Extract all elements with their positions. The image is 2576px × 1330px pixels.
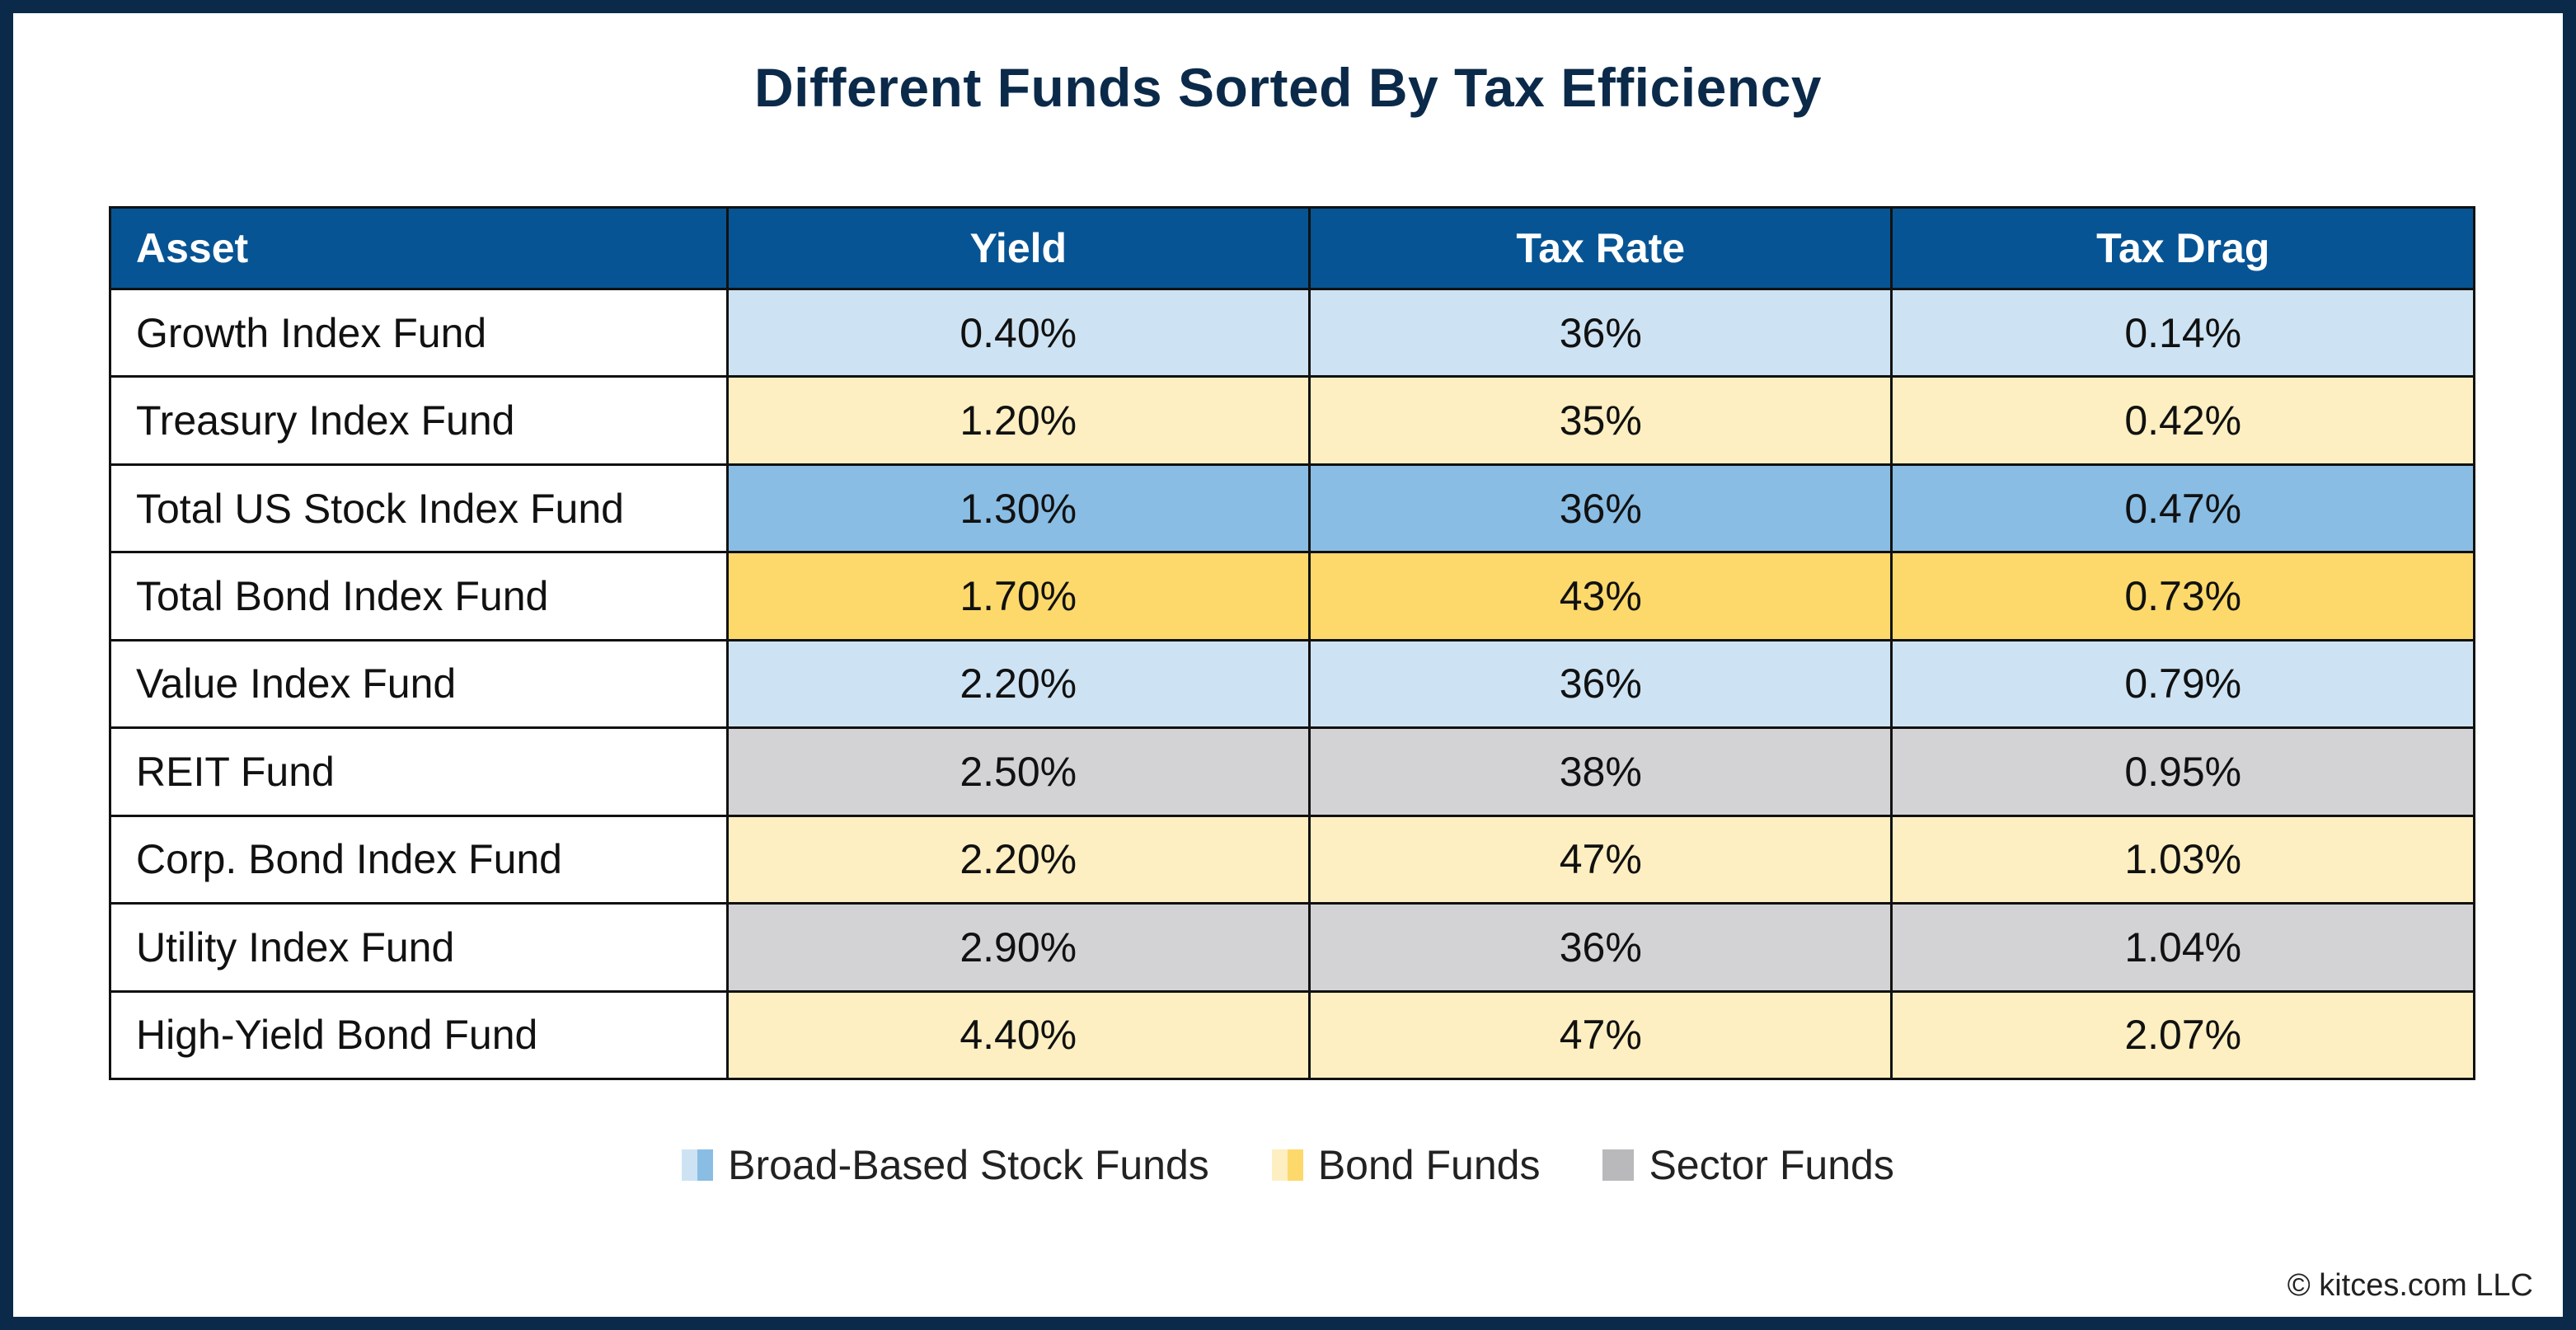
legend-swatch	[682, 1149, 714, 1181]
cell-asset: Corp. Bond Index Fund	[109, 814, 729, 905]
cell-tax-rate: 47%	[1307, 814, 1893, 905]
cell-asset: Total Bond Index Fund	[109, 551, 729, 642]
table-row: Total Bond Index Fund 1.70% 43% 0.73%	[109, 551, 2475, 642]
cell-tax-drag: 0.73%	[1890, 551, 2475, 642]
cell-yield: 1.20%	[725, 375, 1311, 466]
cell-yield: 2.90%	[725, 902, 1311, 993]
chart-frame: Different Funds Sorted By Tax Efficiency…	[13, 13, 2563, 1317]
cell-yield: 1.30%	[725, 463, 1311, 554]
cell-tax-rate: 36%	[1307, 638, 1893, 730]
table-row: REIT Fund 2.50% 38% 0.95%	[109, 726, 2475, 817]
legend-label: Broad-Based Stock Funds	[728, 1142, 1209, 1188]
legend-swatch	[1602, 1149, 1635, 1181]
cell-tax-drag: 0.79%	[1890, 638, 2475, 730]
cell-asset: High-Yield Bond Fund	[109, 989, 729, 1080]
legend-item: Sector Funds	[1602, 1141, 1894, 1189]
table-header-row: Asset Yield Tax Rate Tax Drag	[109, 206, 2475, 290]
legend-label: Sector Funds	[1649, 1142, 1894, 1188]
cell-tax-rate: 43%	[1307, 551, 1893, 642]
cell-yield: 2.50%	[725, 726, 1311, 817]
legend: Broad-Based Stock Funds Bond Funds Sector …	[13, 1141, 2563, 1189]
copyright-notice: © kitces.com LLC	[2287, 1268, 2533, 1303]
table-row: Total US Stock Index Fund 1.30% 36% 0.47%	[109, 463, 2475, 554]
column-header-tax-drag: Tax Drag	[1890, 206, 2475, 290]
table-row: Corp. Bond Index Fund 2.20% 47% 1.03%	[109, 814, 2475, 905]
cell-tax-rate: 38%	[1307, 726, 1893, 817]
cell-yield: 2.20%	[725, 638, 1311, 730]
legend-item: Broad-Based Stock Funds	[682, 1141, 1209, 1189]
cell-yield: 1.70%	[725, 551, 1311, 642]
table-row: Growth Index Fund 0.40% 36% 0.14%	[109, 287, 2475, 378]
cell-asset: Utility Index Fund	[109, 902, 729, 993]
cell-tax-rate: 36%	[1307, 902, 1893, 993]
cell-tax-drag: 0.95%	[1890, 726, 2475, 817]
cell-yield: 0.40%	[725, 287, 1311, 378]
table-row: Utility Index Fund 2.90% 36% 1.04%	[109, 902, 2475, 993]
chart-title: Different Funds Sorted By Tax Efficiency	[753, 57, 1822, 118]
column-header-asset: Asset	[109, 206, 729, 290]
legend-swatch	[1271, 1149, 1303, 1181]
cell-asset: Value Index Fund	[109, 638, 729, 730]
column-header-tax-rate: Tax Rate	[1307, 206, 1893, 290]
table-body: Growth Index Fund 0.40% 36% 0.14% Treasury I…	[109, 287, 2475, 1080]
cell-tax-rate: 47%	[1307, 989, 1893, 1080]
cell-tax-drag: 0.47%	[1890, 463, 2475, 554]
cell-tax-drag: 2.07%	[1890, 989, 2475, 1080]
cell-tax-rate: 36%	[1307, 287, 1893, 378]
cell-tax-drag: 0.14%	[1890, 287, 2475, 378]
cell-tax-drag: 0.42%	[1890, 375, 2475, 466]
cell-yield: 2.20%	[725, 814, 1311, 905]
cell-yield: 4.40%	[725, 989, 1311, 1080]
cell-tax-rate: 35%	[1307, 375, 1893, 466]
table-row: High-Yield Bond Fund 4.40% 47% 2.07%	[109, 989, 2475, 1080]
cell-asset: REIT Fund	[109, 726, 729, 817]
cell-tax-drag: 1.04%	[1890, 902, 2475, 993]
cell-asset: Total US Stock Index Fund	[109, 463, 729, 554]
cell-tax-drag: 1.03%	[1890, 814, 2475, 905]
column-header-yield: Yield	[725, 206, 1311, 290]
cell-asset: Treasury Index Fund	[109, 375, 729, 466]
table-row: Treasury Index Fund 1.20% 35% 0.42%	[109, 375, 2475, 466]
cell-asset: Growth Index Fund	[109, 287, 729, 378]
data-table: Asset Yield Tax Rate Tax Drag Growth Ind…	[109, 206, 2475, 1080]
table-row: Value Index Fund 2.20% 36% 0.79%	[109, 638, 2475, 730]
legend-item: Bond Funds	[1271, 1141, 1541, 1189]
legend-label: Bond Funds	[1317, 1142, 1541, 1188]
cell-tax-rate: 36%	[1307, 463, 1893, 554]
